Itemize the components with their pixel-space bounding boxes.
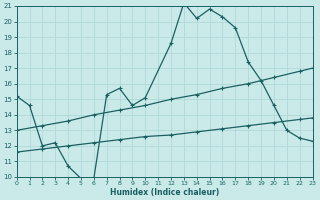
X-axis label: Humidex (Indice chaleur): Humidex (Indice chaleur) xyxy=(110,188,219,197)
